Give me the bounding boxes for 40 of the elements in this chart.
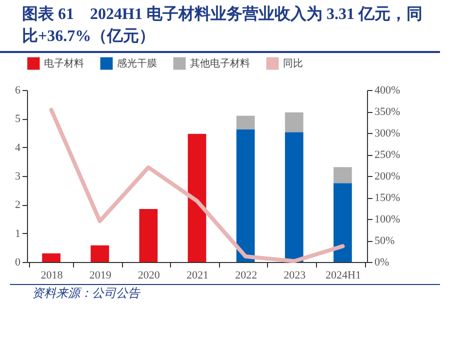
bar <box>236 116 255 130</box>
x-tick-label: 2018 <box>40 270 64 282</box>
legend-label: 电子材料 <box>44 58 84 70</box>
x-tick-label: 2022 <box>235 270 258 282</box>
legend-label: 其他电子材料 <box>190 58 250 70</box>
bar <box>90 245 110 262</box>
y-tick-label: 4 <box>15 142 21 154</box>
bar <box>236 129 255 262</box>
x-tick-label: 2024H1 <box>325 270 361 282</box>
x-tick-label: 2019 <box>89 270 112 282</box>
y2-tick-label: 100% <box>374 214 400 226</box>
y-tick-label: 6 <box>15 84 21 96</box>
legend-label: 同比 <box>283 58 303 70</box>
bar <box>139 208 158 262</box>
y2-tick-label: 250% <box>374 149 400 161</box>
x-tick-label: 2023 <box>284 270 306 282</box>
chart-title: 图表 61 2024H1 电子材料业务营业收入为 3.31 亿元，同比+36.7%（亿元） <box>0 0 440 53</box>
bar <box>334 183 352 262</box>
y2-tick-label: 200% <box>374 170 400 182</box>
text: 资料来源：公司公告 <box>10 284 440 302</box>
bar <box>284 112 304 132</box>
line-series <box>49 108 345 264</box>
bar <box>334 167 352 184</box>
y2-tick-label: 0% <box>374 256 390 268</box>
y-tick-label: 0 <box>15 256 21 268</box>
bar <box>188 134 206 262</box>
bar <box>284 132 304 262</box>
y2-tick-label: 300% <box>374 128 400 140</box>
y-tick-label: 3 <box>15 170 21 182</box>
y-tick-label: 1 <box>15 228 20 240</box>
x-tick-label: 2020 <box>138 270 160 282</box>
legend-label: 感光干膜 <box>117 58 157 70</box>
x-tick-label: 2021 <box>186 270 208 282</box>
y-tick-label: 2 <box>15 199 20 212</box>
y2-tick-label: 400% <box>374 84 400 96</box>
y2-tick-label: 50% <box>374 235 395 247</box>
y2-tick-label: 150% <box>374 192 400 204</box>
bar <box>42 253 60 262</box>
y2-tick-label: 350% <box>374 106 400 118</box>
y-tick-label: 5 <box>15 113 21 126</box>
